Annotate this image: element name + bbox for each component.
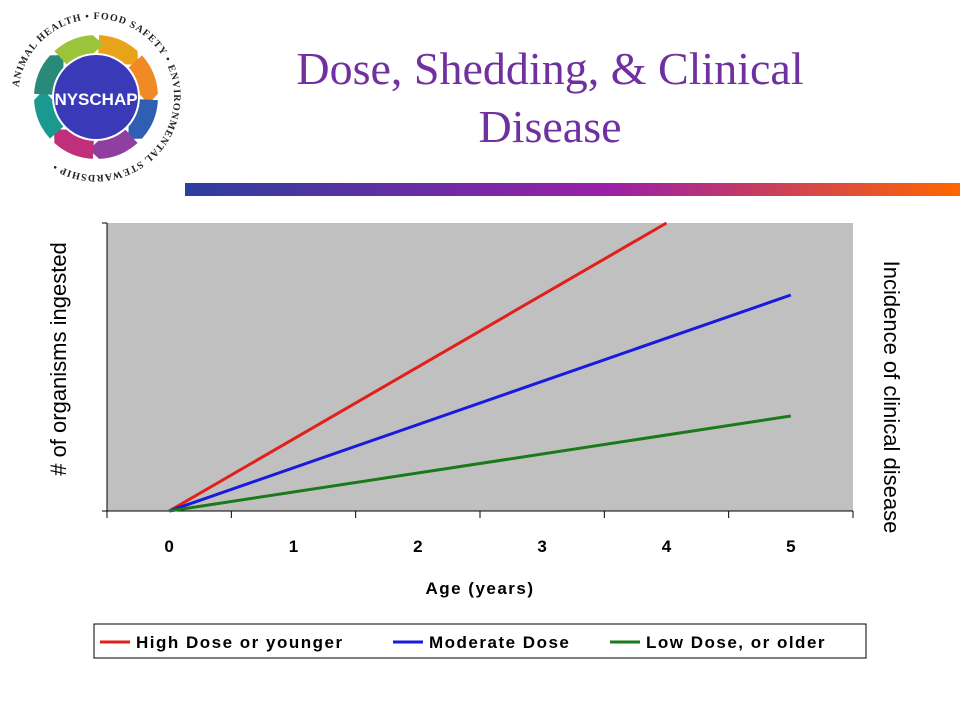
nyschap-logo: NYSCHAP ANIMAL HEALTH • FOOD SAFETY • EN… (11, 11, 181, 183)
y-axis-label-left: # of organisms ingested (46, 242, 71, 476)
legend-box (93, 623, 867, 659)
legend: High Dose or younger Moderate Dose Low Dos… (93, 623, 867, 659)
y-axis-label-right: Incidence of clinical disease (879, 261, 904, 534)
logo-arrow (54, 129, 94, 159)
logo-arrow-ring (34, 35, 158, 159)
title-line-2: Disease (478, 101, 622, 152)
chart-axes (102, 222, 854, 518)
legend-label: Low Dose, or older (646, 633, 826, 652)
logo-arrow (128, 99, 158, 139)
series-line (168, 414, 792, 513)
title-line-1: Dose, Shedding, & Clinical (296, 43, 804, 94)
logo-arrow (128, 55, 158, 104)
x-tick-labels: 0 1 2 3 4 5 (164, 537, 795, 556)
title-gradient-bar (185, 183, 960, 196)
plot-area (107, 223, 853, 511)
logo-arrow (34, 55, 64, 95)
x-tick-label: 3 (537, 537, 546, 556)
series-line (168, 221, 668, 513)
legend-label: High Dose or younger (136, 633, 344, 652)
x-tick-label: 5 (786, 537, 795, 556)
x-tick-label: 1 (289, 537, 298, 556)
x-tick-label: 2 (413, 537, 422, 556)
slide-title: Dose, Shedding, & Clinical Disease (200, 40, 900, 156)
logo-center-text: NYSCHAP (54, 90, 137, 109)
series-line (168, 293, 792, 513)
x-tick-label: 4 (662, 537, 672, 556)
logo-center-circle (54, 55, 138, 139)
legend-label: Moderate Dose (429, 633, 570, 652)
x-axis-label: Age (years) (425, 579, 534, 598)
x-tick-label: 0 (164, 537, 173, 556)
logo-arrow (89, 129, 138, 159)
logo-arrow (98, 35, 138, 65)
series-lines (168, 221, 792, 513)
logo-arrow (34, 90, 64, 139)
logo-arrow (54, 35, 103, 65)
